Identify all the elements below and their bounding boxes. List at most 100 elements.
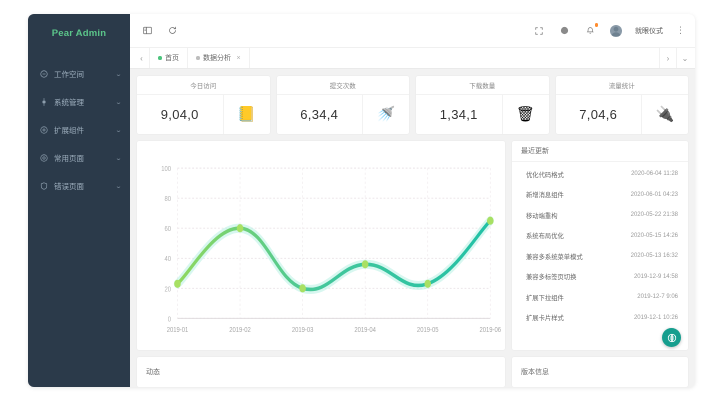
tab-label: 数据分析	[203, 55, 231, 62]
stat-card-title: 今日访问	[137, 76, 270, 95]
tab-list: 首页 数据分析 ×	[149, 48, 659, 68]
sidebar-item-label: 扩展组件	[54, 125, 84, 135]
update-name: 扩展下拉组件	[526, 294, 564, 302]
username-label[interactable]: 就眼仪式	[635, 27, 663, 35]
stat-card-value: 9,04,0	[160, 107, 199, 122]
svg-text:20: 20	[164, 286, 171, 294]
stat-card-body: 7,04,6 🔌	[556, 95, 689, 134]
chevron-down-icon: ⌄	[114, 71, 123, 78]
svg-text:100: 100	[161, 166, 171, 174]
extension-icon	[38, 125, 49, 136]
sidebar-item-label: 错误页面	[54, 181, 84, 191]
refresh-icon[interactable]	[166, 24, 179, 37]
sidebar-menu: 工作空间 ⌄ 系统管理 ⌄ 扩展组件 ⌄	[28, 60, 130, 200]
more-vertical-icon[interactable]: ⋮	[676, 25, 685, 35]
pages-icon	[38, 153, 49, 164]
top-header: 就眼仪式 ⋮	[130, 14, 695, 47]
update-name: 兼容多系统菜单模式	[526, 253, 583, 261]
dashboard-right-column: 最近更新 优化代码格式 2020-06-04 11:28 新增消息组件 2020-06…	[512, 141, 688, 387]
version-info-title: 版本信息	[521, 369, 549, 376]
chart-panel: 0 20 40 60 80 100 2019-01 2019-02 2019-03 2019-04…	[137, 141, 505, 350]
update-name: 移动端重构	[526, 212, 558, 220]
stat-icon-container: 🗑	[501, 95, 549, 134]
sidebar-item-extensions[interactable]: 扩展组件 ⌄	[28, 116, 130, 144]
update-row[interactable]: 扩展卡片样式 2019-12-1 10:26	[512, 308, 688, 329]
chevron-down-icon: ⌄	[114, 155, 123, 162]
stat-icon-container: 📒	[222, 95, 270, 134]
notification-badge	[594, 23, 598, 27]
update-row[interactable]: 优化代码格式 2020-06-04 11:28	[512, 164, 688, 185]
bell-icon[interactable]	[584, 23, 598, 37]
plug-icon: 🔌	[655, 106, 675, 123]
tab-bar: ‹ 首页 数据分析 × › ⌄	[130, 47, 695, 69]
theme-settings-fab[interactable]	[662, 328, 681, 347]
update-date: 2020-06-04 11:28	[631, 171, 678, 178]
update-name: 优化代码格式	[526, 171, 564, 179]
fullscreen-icon[interactable]	[532, 24, 545, 37]
tab-label: 首页	[165, 55, 179, 62]
brand-logo: Pear Admin	[51, 27, 107, 39]
chevron-down-icon[interactable]: ⌄	[676, 48, 693, 68]
version-info-panel: 版本信息	[512, 357, 688, 387]
update-date: 2019-12-1 10:26	[633, 314, 678, 321]
svg-text:60: 60	[164, 226, 171, 234]
update-row[interactable]: 兼容多标签页切换 2019-12-9 14:58	[512, 267, 688, 288]
stat-card-today-visits: 今日访问 9,04,0 📒	[137, 76, 270, 134]
notebook-icon: 📒	[237, 106, 256, 123]
dashboard-main-row: 0 20 40 60 80 100 2019-01 2019-02 2019-03 2019-04…	[137, 141, 688, 387]
chevron-down-icon: ⌄	[114, 127, 123, 134]
avatar[interactable]	[610, 24, 622, 37]
svg-text:40: 40	[164, 256, 171, 264]
close-icon[interactable]: ×	[236, 54, 241, 62]
recent-updates-panel: 最近更新 优化代码格式 2020-06-04 11:28 新增消息组件 2020-06…	[512, 141, 688, 350]
line-chart[interactable]: 0 20 40 60 80 100 2019-01 2019-02 2019-03 2019-04…	[137, 141, 505, 350]
sidebar-item-label: 系统管理	[54, 97, 84, 107]
header-left-tools	[141, 24, 179, 37]
update-name: 新增消息组件	[526, 192, 564, 200]
stat-card-value: 1,34,1	[439, 107, 478, 122]
main-region: 就眼仪式 ⋮ ‹ 首页 数据分析 × › ⌄	[130, 14, 695, 387]
svg-text:2019-05: 2019-05	[417, 326, 439, 334]
sidebar: Pear Admin 工作空间 ⌄ 系统管理 ⌄ 扩展组件	[28, 14, 130, 387]
svg-text:2019-04: 2019-04	[354, 326, 376, 334]
svg-text:2019-02: 2019-02	[229, 326, 251, 334]
update-date: 2020-05-13 16:32	[630, 253, 678, 260]
activity-panel: 动态	[137, 357, 505, 387]
update-date: 2019-12-9 14:58	[633, 273, 678, 280]
sidebar-item-label: 工作空间	[54, 69, 84, 79]
menu-collapse-icon[interactable]	[141, 24, 154, 37]
dashboard-left-column: 0 20 40 60 80 100 2019-01 2019-02 2019-03 2019-04…	[137, 141, 505, 387]
stat-card-traffic: 流量统计 7,04,6 🔌	[555, 76, 689, 134]
stat-card-body: 1,34,1 🗑	[416, 95, 549, 134]
update-row[interactable]: 兼容多系统菜单模式 2020-05-13 16:32	[512, 246, 688, 267]
stat-card-downloads: 下载数量 1,34,1 🗑	[416, 76, 549, 134]
tab-status-dot	[196, 56, 200, 60]
activity-panel-title: 动态	[146, 369, 160, 376]
sidebar-item-label: 常用页面	[54, 153, 84, 163]
svg-text:2019-03: 2019-03	[292, 326, 314, 334]
tab-scroll-left-button[interactable]: ‹	[140, 53, 143, 63]
line-chart-svg: 0 20 40 60 80 100 2019-01 2019-02 2019-03 2019-04…	[161, 166, 501, 335]
sidebar-item-system[interactable]: 系统管理 ⌄	[28, 88, 130, 116]
globe-icon[interactable]	[558, 24, 571, 37]
sidebar-item-error-pages[interactable]: 错误页面 ⌄	[28, 172, 130, 200]
tab-home[interactable]: 首页	[149, 48, 188, 68]
update-row[interactable]: 移动端重构 2020-05-22 21:38	[512, 205, 688, 226]
update-row[interactable]: 新增消息组件 2020-06-01 04:23	[512, 185, 688, 206]
stat-card-title: 流量统计	[555, 76, 688, 95]
stat-card-title: 下载数量	[416, 76, 549, 95]
sidebar-item-common-pages[interactable]: 常用页面 ⌄	[28, 144, 130, 172]
stat-card-row: 今日访问 9,04,0 📒 提交次数 6,34,4 🚿	[137, 76, 688, 134]
trash-icon: 🗑	[515, 106, 536, 123]
dashboard-content: 今日访问 9,04,0 📒 提交次数 6,34,4 🚿	[130, 69, 695, 387]
tab-scroll-right-button[interactable]: ›	[659, 48, 676, 68]
update-row[interactable]: 系统布局优化 2020-05-15 14:26	[512, 226, 688, 247]
update-date: 2020-05-15 14:26	[630, 232, 678, 239]
tab-tools: › ⌄	[659, 48, 693, 68]
error-pages-icon	[38, 181, 49, 192]
update-row[interactable]: 扩展下拉组件 2019-12-7 9:06	[512, 287, 688, 308]
svg-text:2019-06: 2019-06	[479, 326, 501, 334]
tab-data-analysis[interactable]: 数据分析 ×	[188, 48, 250, 68]
sidebar-item-workspace[interactable]: 工作空间 ⌄	[28, 60, 130, 88]
shower-icon: 🚿	[376, 106, 396, 123]
